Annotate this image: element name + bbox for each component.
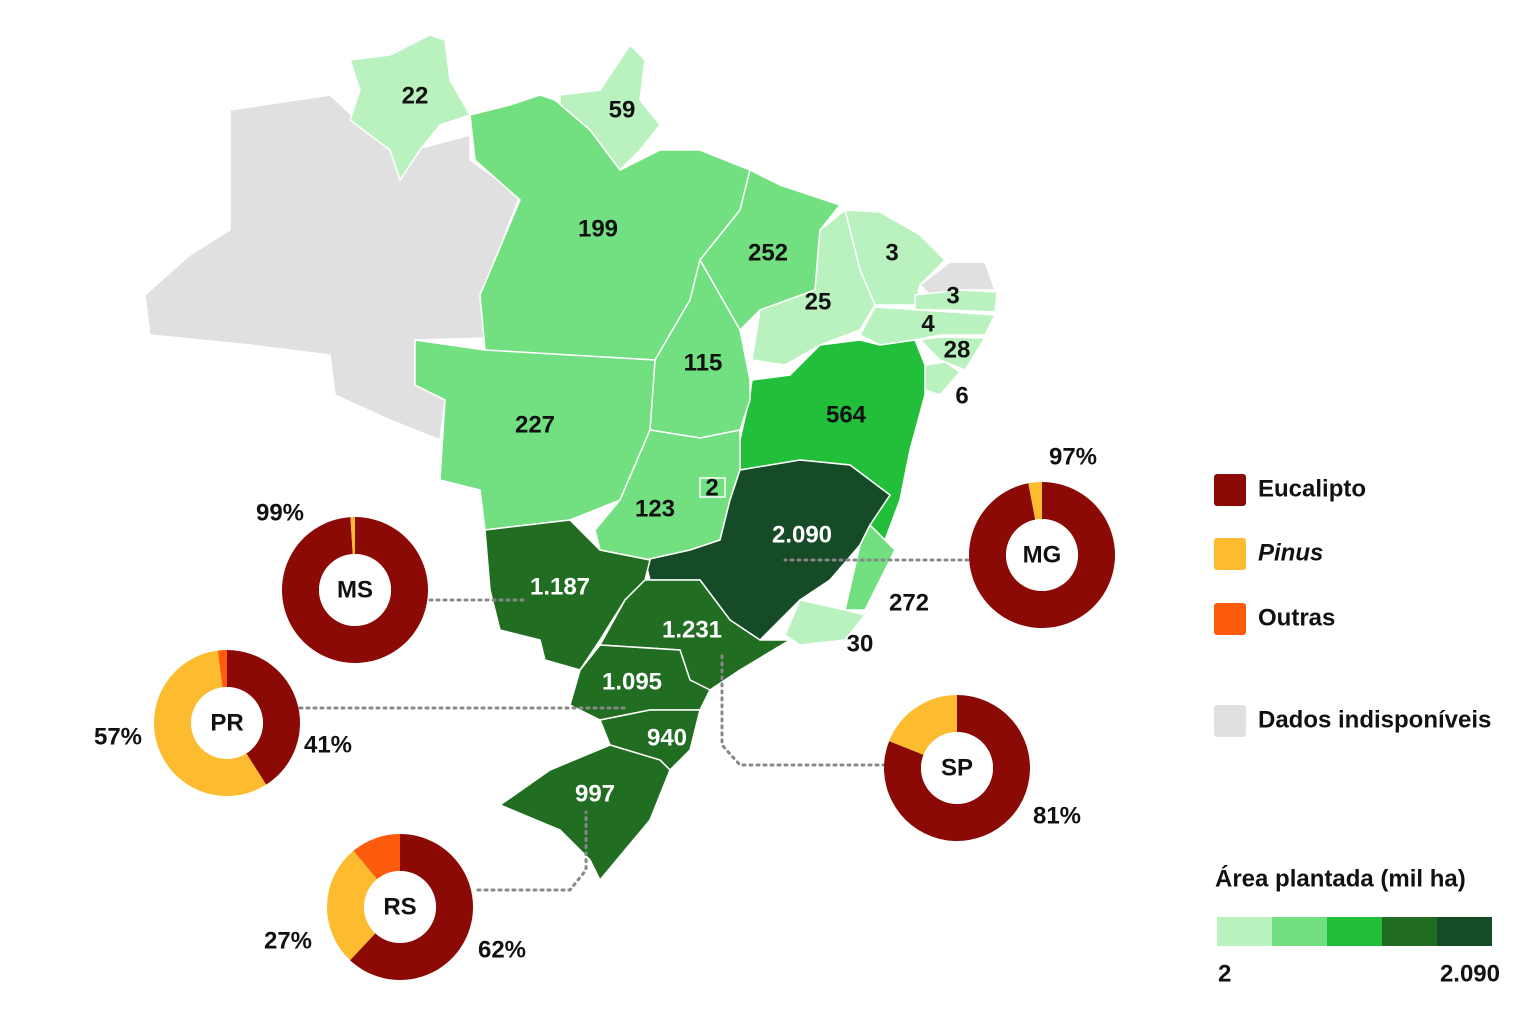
region-value-label: 25 — [805, 288, 832, 315]
legend-swatch — [1214, 603, 1246, 635]
legend-label: Dados indisponíveis — [1258, 706, 1491, 733]
scale-swatch — [1437, 917, 1492, 946]
donut-value-label: 57% — [94, 723, 142, 750]
donut-hole — [1006, 519, 1078, 591]
region — [699, 477, 726, 498]
region — [844, 523, 896, 611]
donut-title: RS — [383, 893, 416, 920]
legend-label: Eucalipto — [1258, 475, 1366, 502]
donut-segment — [889, 695, 957, 755]
region-value-label: 4 — [921, 310, 935, 337]
connectors — [298, 558, 977, 892]
donut-hole — [921, 732, 993, 804]
region-value-label: 3 — [885, 239, 898, 266]
donut-value-label: 62% — [478, 936, 526, 963]
scale-swatch — [1272, 917, 1327, 946]
region — [784, 599, 867, 646]
donut-value-label: 27% — [264, 927, 312, 954]
region-value-label: 252 — [748, 239, 788, 266]
donut-segment — [969, 482, 1115, 628]
legend-swatch — [1214, 538, 1246, 570]
legend-label: Pinus — [1258, 539, 1323, 566]
donut-segment — [327, 850, 378, 961]
region-value-label: 6 — [955, 382, 968, 409]
region-value-label: 1.095 — [602, 668, 662, 695]
donut-hole — [364, 871, 436, 943]
region-value-label: 227 — [515, 411, 555, 438]
region — [348, 34, 472, 182]
region-value-label: 1.187 — [530, 573, 590, 600]
donut-segment — [227, 650, 300, 785]
donut-value-label: 99% — [256, 499, 304, 526]
region-value-label: 28 — [944, 336, 971, 363]
donut-segment — [350, 517, 355, 555]
region-value-label: 564 — [826, 401, 867, 428]
donut-value-label: 41% — [304, 731, 352, 758]
donuts: MS 99% MG 97% PR 41% 57% SP 81% RS 62% 27% — [94, 443, 1115, 981]
scale-min-label: 2 — [1218, 960, 1231, 987]
region-value-label: 2.090 — [772, 521, 832, 548]
donut-segment — [217, 650, 227, 688]
scale-title: Área plantada (mil ha) — [1215, 864, 1466, 892]
scale-swatch — [1217, 917, 1272, 946]
region — [858, 306, 997, 346]
donut-segment — [281, 517, 428, 663]
donut-segment — [1028, 482, 1042, 520]
legend-swatch — [1214, 705, 1246, 737]
connector — [720, 653, 887, 767]
donut-hole — [319, 554, 391, 626]
donut-segment — [353, 834, 400, 880]
legend-label: Outras — [1258, 604, 1335, 631]
donut-title: MG — [1023, 541, 1062, 568]
region-value-label: 3 — [946, 282, 959, 309]
connector — [476, 810, 588, 892]
region-value-label: 940 — [647, 724, 687, 751]
region-value-label: 30 — [847, 630, 874, 657]
region — [918, 336, 987, 371]
region-value-label: 22 — [402, 82, 429, 109]
region-value-label: 272 — [889, 589, 929, 616]
region-value-label: 115 — [684, 349, 723, 376]
scale-max-label: 2.090 — [1440, 960, 1500, 987]
region-value-label: 997 — [575, 780, 615, 807]
region-value-label: 1.231 — [662, 616, 722, 643]
region-value-label: 59 — [609, 96, 636, 123]
donut-title: PR — [210, 709, 243, 736]
donut-hole — [191, 687, 263, 759]
legend-swatch — [1214, 474, 1246, 506]
scale-swatch — [1382, 917, 1437, 946]
donut-value-label: 81% — [1033, 802, 1081, 829]
donut-title: MS — [337, 576, 373, 603]
legend: Eucalipto Pinus Outras Dados indisponíveis Á… — [1214, 474, 1500, 987]
donut-value-label: 97% — [1049, 443, 1097, 470]
donut-segment — [153, 650, 267, 796]
donut-segment — [884, 695, 1030, 841]
region-value-label: 2 — [705, 474, 718, 501]
region — [484, 519, 651, 671]
donut-segment — [350, 834, 473, 981]
region-value-label: 199 — [578, 215, 618, 242]
donut-title: SP — [941, 754, 973, 781]
scale-swatch — [1327, 917, 1382, 946]
region-value-label: 123 — [635, 495, 675, 522]
